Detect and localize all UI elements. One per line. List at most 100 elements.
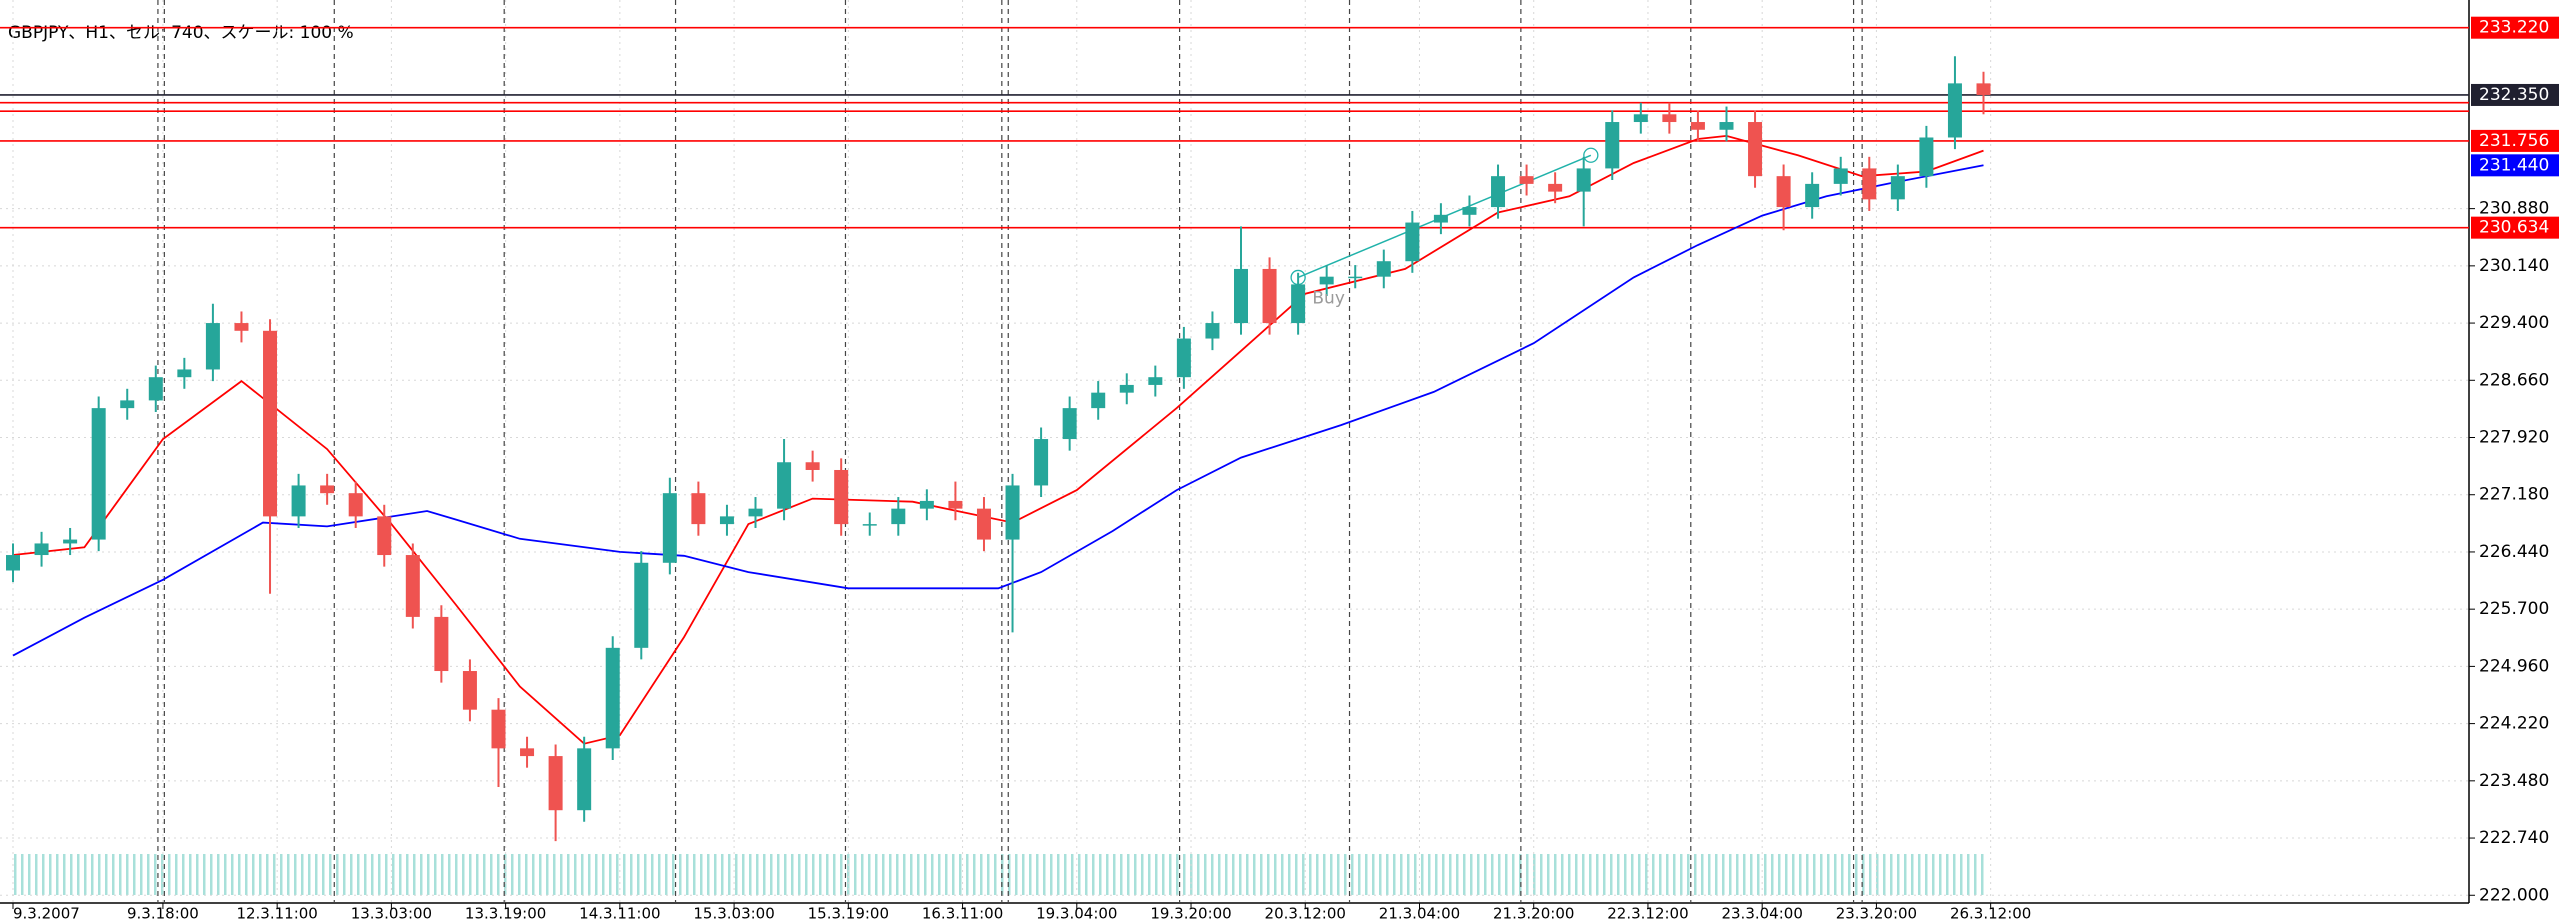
candle-body bbox=[91, 408, 106, 540]
x-tick-label: 21.3.04:00 bbox=[1379, 905, 1460, 921]
x-tick-label: 15.3.19:00 bbox=[808, 905, 889, 921]
candle-body bbox=[605, 647, 620, 749]
candle-body bbox=[405, 555, 420, 617]
price-label-box bbox=[2471, 216, 2559, 239]
candle-body bbox=[34, 543, 49, 556]
y-tick-label: 224.960 bbox=[2479, 656, 2549, 676]
volume-band bbox=[13, 854, 1984, 895]
candle-body bbox=[777, 462, 792, 509]
candle-body bbox=[1947, 83, 1962, 138]
y-tick-label: 230.880 bbox=[2479, 199, 2549, 219]
x-tick-label: 9.3.2007 bbox=[13, 905, 80, 921]
y-tick-label: 227.920 bbox=[2479, 428, 2549, 448]
x-tick-label: 20.3.12:00 bbox=[1265, 905, 1346, 921]
candle-body bbox=[491, 709, 506, 749]
candle-body bbox=[1119, 384, 1134, 393]
candle-body bbox=[1919, 137, 1934, 177]
candle-body bbox=[120, 400, 135, 409]
x-tick-label: 19.3.20:00 bbox=[1150, 905, 1231, 921]
annotation: Buy bbox=[1312, 288, 1345, 308]
price-label: 230.634 bbox=[2479, 218, 2549, 238]
candle-body bbox=[577, 748, 592, 811]
y-tick-label: 230.140 bbox=[2479, 256, 2549, 276]
x-tick-label: 22.3.12:00 bbox=[1607, 905, 1688, 921]
x-tick-label: 23.3.20:00 bbox=[1836, 905, 1917, 921]
x-tick-label: 16.3.11:00 bbox=[922, 905, 1003, 921]
x-tick-label: 26.3.12:00 bbox=[1950, 905, 2031, 921]
candle-body bbox=[862, 524, 877, 526]
candle-body bbox=[1405, 222, 1420, 262]
candle-body bbox=[1976, 83, 1991, 95]
candle-body bbox=[948, 500, 963, 509]
candle-body bbox=[1319, 276, 1334, 285]
x-tick-label: 13.3.03:00 bbox=[351, 905, 432, 921]
x-tick-label: 14.3.11:00 bbox=[579, 905, 660, 921]
y-tick-label: 223.480 bbox=[2479, 771, 2549, 791]
candle-body bbox=[291, 485, 306, 517]
price-label-box bbox=[2471, 16, 2559, 39]
candle-body bbox=[1005, 485, 1020, 540]
candle-body bbox=[1491, 176, 1506, 208]
candle-body bbox=[1719, 122, 1734, 130]
candle-body bbox=[976, 508, 991, 540]
price-label-box bbox=[2471, 154, 2559, 177]
candle-body bbox=[691, 493, 706, 525]
candle-body bbox=[1833, 168, 1848, 184]
y-tick-label: 225.700 bbox=[2479, 599, 2549, 619]
candle-body bbox=[6, 555, 20, 571]
candle-body bbox=[234, 323, 249, 331]
candle-body bbox=[1805, 183, 1820, 208]
candle-body bbox=[1776, 176, 1791, 208]
y-tick-label: 229.400 bbox=[2479, 313, 2549, 333]
candle-body bbox=[1234, 268, 1248, 324]
candle-body bbox=[1091, 392, 1106, 409]
candle-body bbox=[462, 671, 477, 710]
y-tick-label: 226.440 bbox=[2479, 542, 2549, 562]
candle-body bbox=[320, 485, 335, 494]
price-label: 233.220 bbox=[2479, 18, 2549, 38]
candle-body bbox=[1605, 122, 1620, 169]
candle-body bbox=[1462, 207, 1477, 215]
x-tick-label: 9.3.18:00 bbox=[127, 905, 199, 921]
candle-body bbox=[1690, 122, 1705, 130]
x-tick-label: 23.3.04:00 bbox=[1721, 905, 1802, 921]
candle-body bbox=[1348, 276, 1363, 279]
candle-body bbox=[1291, 284, 1306, 324]
candle-body bbox=[348, 493, 363, 517]
candle-body bbox=[1376, 261, 1391, 277]
candle-body bbox=[834, 469, 849, 525]
candle-body bbox=[1176, 338, 1191, 378]
candle-body bbox=[377, 516, 392, 556]
candle-body bbox=[1034, 439, 1049, 486]
candle-body bbox=[1662, 114, 1677, 123]
candle-body bbox=[662, 493, 677, 563]
candle-body bbox=[891, 508, 906, 525]
candle-body bbox=[1748, 122, 1763, 177]
candle-body bbox=[719, 516, 734, 525]
y-tick-label: 228.660 bbox=[2479, 370, 2549, 390]
candle-body bbox=[748, 508, 763, 517]
candle-body bbox=[548, 756, 563, 811]
candle-body bbox=[1862, 168, 1877, 200]
candle-body bbox=[634, 562, 649, 648]
price-label-box bbox=[2471, 129, 2559, 152]
candle-body bbox=[177, 369, 192, 378]
y-tick-label: 222.740 bbox=[2479, 828, 2549, 848]
candle-body bbox=[1148, 377, 1163, 385]
candle-body bbox=[520, 748, 535, 757]
candle-body bbox=[1548, 183, 1563, 192]
candle-body bbox=[1633, 114, 1648, 123]
x-tick-label: 19.3.04:00 bbox=[1036, 905, 1117, 921]
candle-body bbox=[1262, 268, 1277, 324]
candle-body bbox=[919, 500, 934, 509]
price-label: 232.350 bbox=[2479, 85, 2549, 105]
candle-body bbox=[434, 616, 449, 672]
candle-body bbox=[1576, 168, 1591, 192]
y-tick-label: 227.180 bbox=[2479, 485, 2549, 505]
candle-body bbox=[263, 330, 278, 517]
chart-title: GBPJPY、H1、セル: 740、スケール: 100 % bbox=[8, 23, 354, 43]
candle-body bbox=[1205, 323, 1220, 339]
x-tick-label: 13.3.19:00 bbox=[465, 905, 546, 921]
price-label-box bbox=[2471, 83, 2559, 106]
